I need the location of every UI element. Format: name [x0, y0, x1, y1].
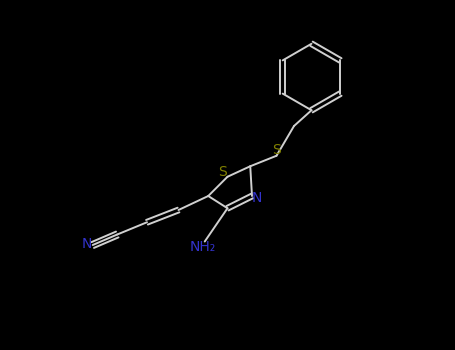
- Text: N: N: [251, 191, 262, 205]
- Text: S: S: [272, 143, 281, 157]
- Text: S: S: [218, 164, 228, 178]
- Text: NH₂: NH₂: [190, 240, 216, 254]
- Text: N: N: [81, 237, 92, 251]
